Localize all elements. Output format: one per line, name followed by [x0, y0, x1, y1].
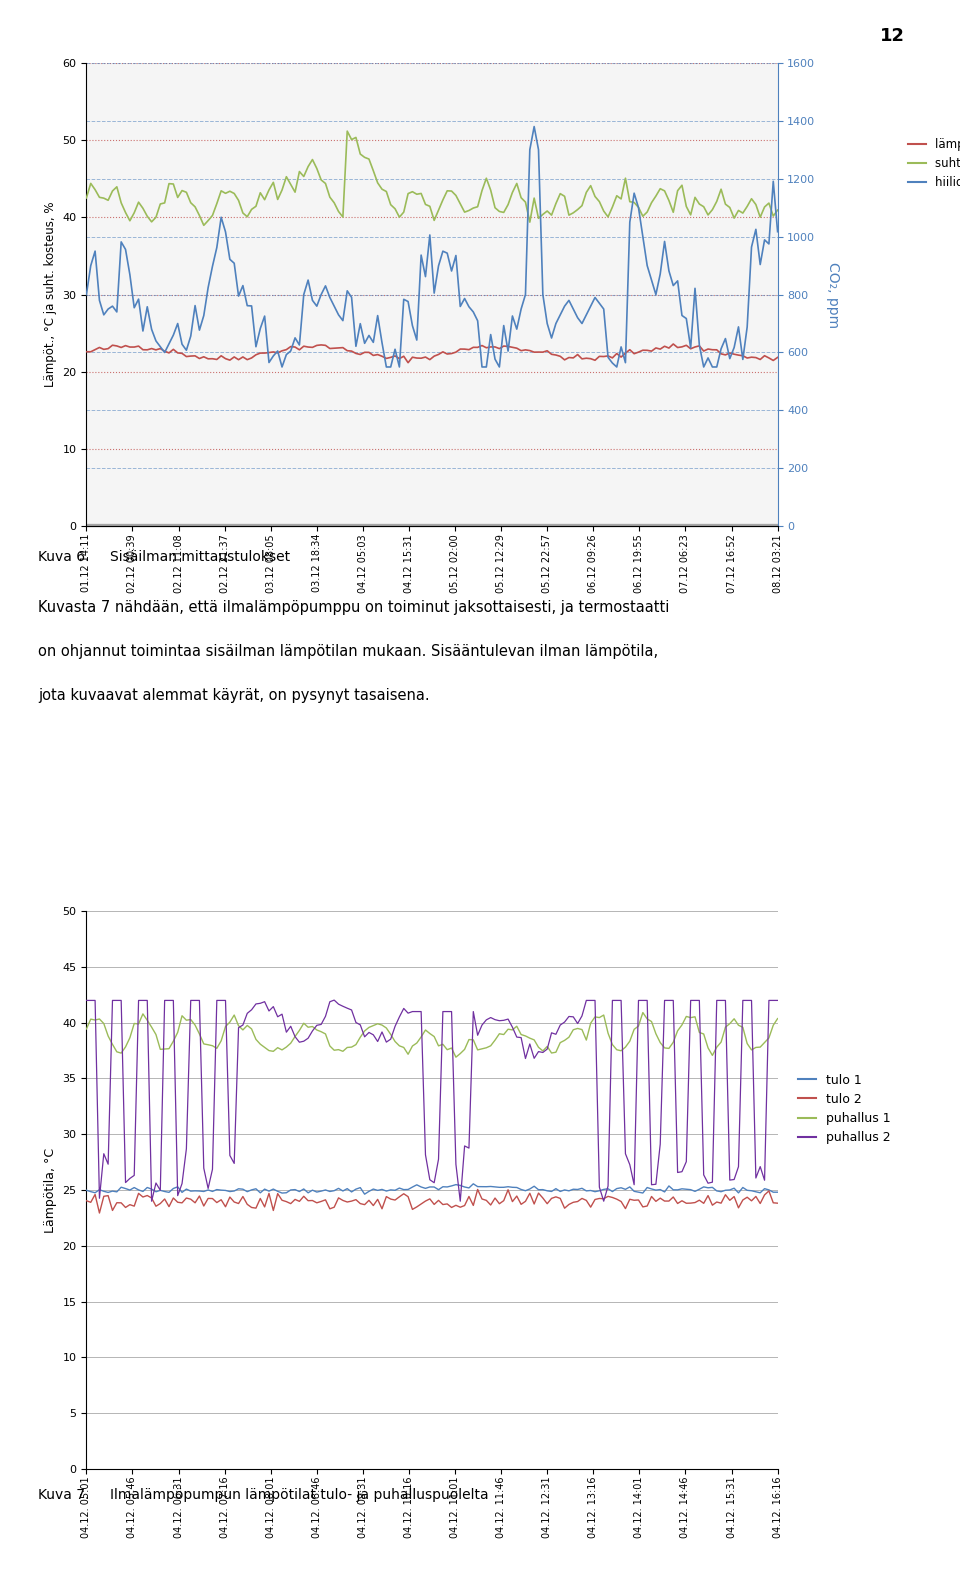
- Text: jota kuvaavat alemmat käyrät, on pysynyt tasaisena.: jota kuvaavat alemmat käyrät, on pysynyt…: [38, 688, 430, 704]
- Legend: tulo 1, tulo 2, puhallus 1, puhallus 2: tulo 1, tulo 2, puhallus 1, puhallus 2: [798, 1073, 891, 1144]
- Text: Sisäilman mittaustulokset: Sisäilman mittaustulokset: [110, 550, 291, 564]
- Y-axis label: CO₂, ppm: CO₂, ppm: [827, 261, 840, 328]
- Text: Kuvasta 7 nähdään, että ilmalämpöpumppu on toiminut jaksottaisesti, ja termostaa: Kuvasta 7 nähdään, että ilmalämpöpumppu …: [38, 600, 670, 616]
- Text: Kuva 7.: Kuva 7.: [38, 1488, 90, 1502]
- Text: on ohjannut toimintaa sisäilman lämpötilan mukaan. Sisääntulevan ilman lämpötila: on ohjannut toimintaa sisäilman lämpötil…: [38, 644, 659, 660]
- Y-axis label: Lämpöt., °C ja suht. kosteus, %: Lämpöt., °C ja suht. kosteus, %: [44, 201, 57, 388]
- Legend: lämpötila, °C, suht. kosteus, %, hiilidioksidi, ppm: lämpötila, °C, suht. kosteus, %, hiilidi…: [908, 138, 960, 189]
- Bar: [86, 525, 778, 550]
- Text: Kuva 6.: Kuva 6.: [38, 550, 90, 564]
- Text: Ilmalämpöpumpun lämpötilat tulo- ja puhalluspuolelta: Ilmalämpöpumpun lämpötilat tulo- ja puha…: [110, 1488, 489, 1502]
- Text: 12: 12: [880, 27, 905, 44]
- Y-axis label: Lämpötila, °C: Lämpötila, °C: [44, 1147, 57, 1233]
